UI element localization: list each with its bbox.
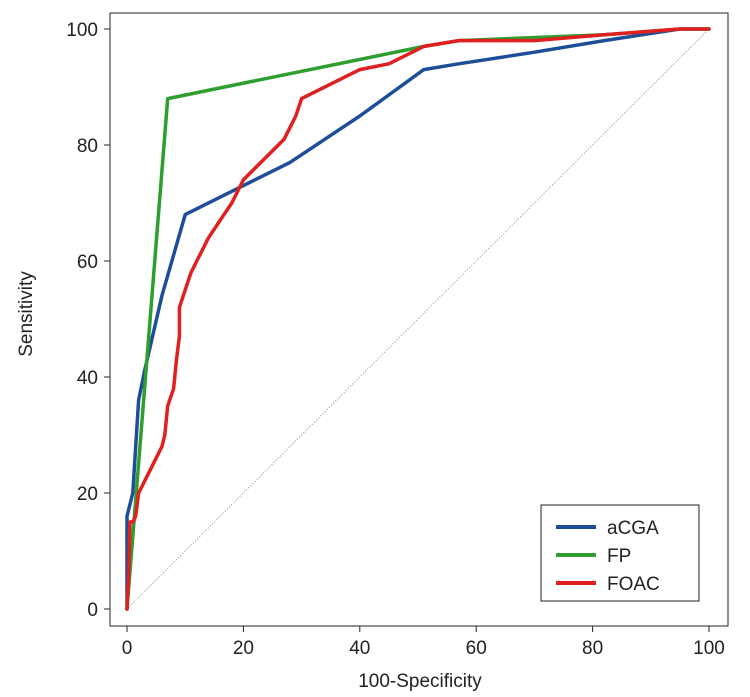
y-tick-label: 20 — [77, 484, 98, 505]
legend-label-foac: FOAC — [607, 574, 660, 595]
y-tick-label: 40 — [77, 368, 98, 389]
y-tick-label: 0 — [87, 600, 98, 621]
x-tick-label: 0 — [122, 638, 133, 659]
series-line-foac — [125, 27, 711, 611]
y-tick-label: 80 — [77, 136, 98, 157]
reference-diagonal — [126, 28, 710, 610]
x-tick-label: 100 — [693, 638, 725, 659]
x-tick-label: 80 — [582, 638, 603, 659]
legend-label-acga: aCGA — [607, 518, 659, 539]
x-tick-label: 60 — [466, 638, 487, 659]
x-tick-label: 20 — [233, 638, 254, 659]
x-tick-label: 40 — [349, 638, 370, 659]
series-layer — [125, 27, 711, 611]
y-tick-label: 100 — [66, 20, 98, 41]
series-line-acga — [125, 27, 711, 611]
y-tick-label: 60 — [77, 252, 98, 273]
legend-label-fp: FP — [607, 546, 631, 567]
y-axis-label: Sensitivity — [16, 271, 37, 357]
x-axis-label: 100-Specificity — [358, 671, 482, 692]
axes: 0 20 40 60 80 100 0 20 40 60 80 100 — [66, 20, 725, 659]
legend: aCGA FP FOAC — [540, 504, 700, 602]
